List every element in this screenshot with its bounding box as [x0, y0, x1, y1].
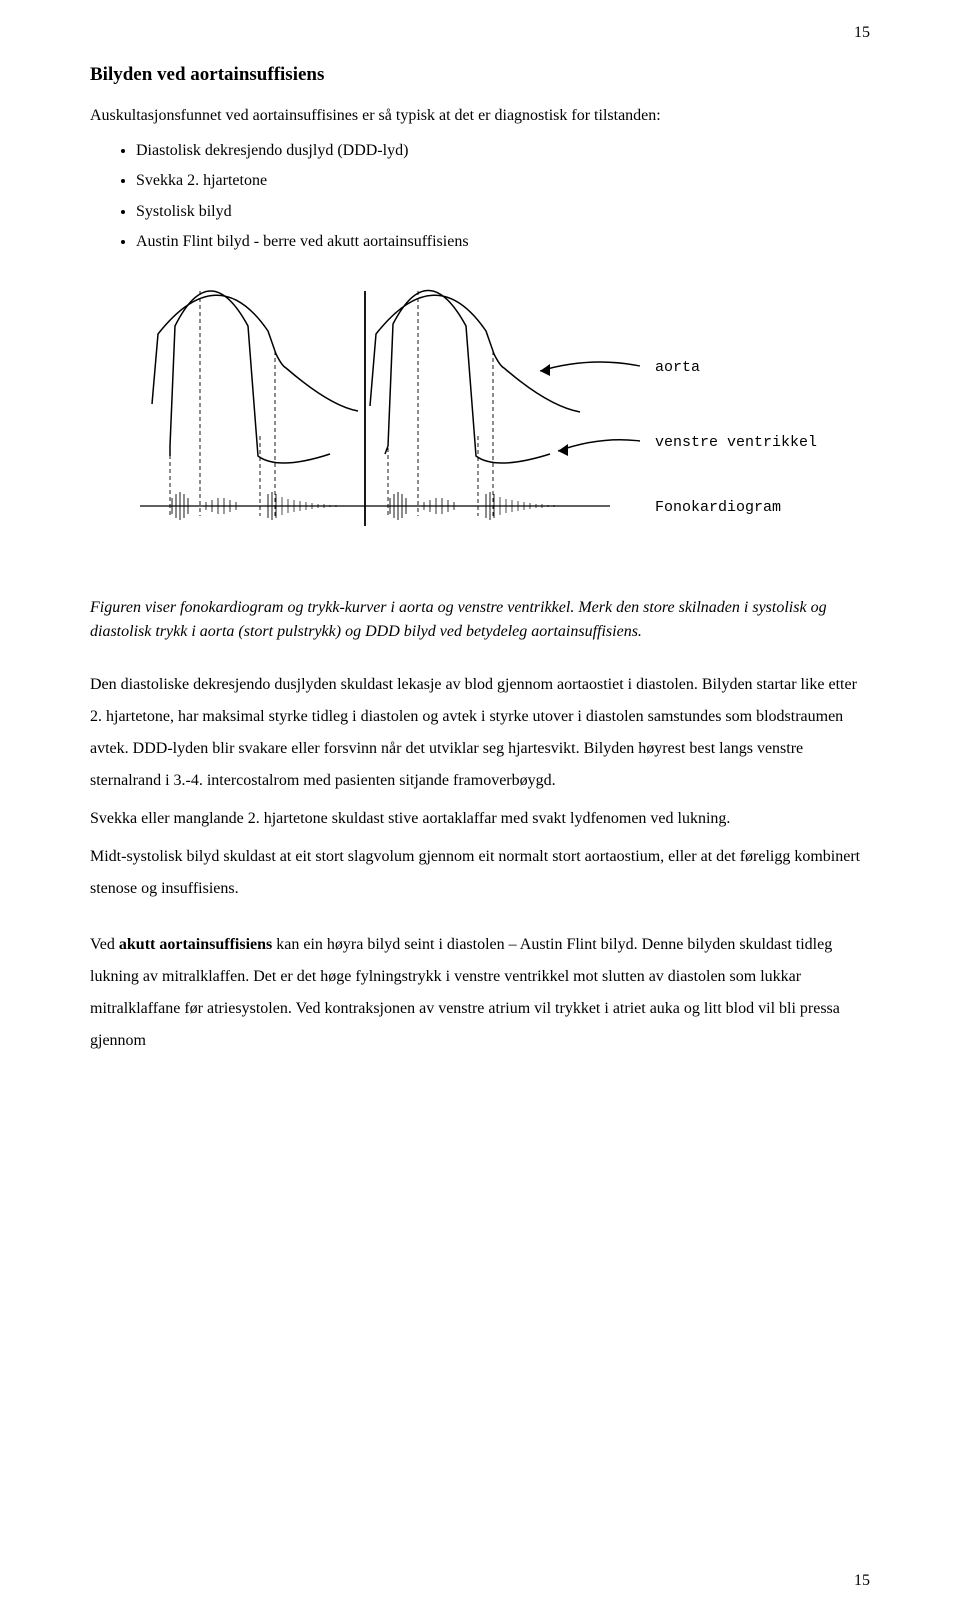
figure-caption: Figuren viser fonokardiogram og trykk-ku… — [90, 596, 870, 646]
body-paragraph-1: Den diastoliske dekresjendo dusjlyden sk… — [90, 669, 870, 797]
figure-label-fono: Fonokardiogram — [655, 499, 781, 516]
para4-bold: akutt aortainsuffisiens — [119, 936, 272, 953]
figure-svg: aorta venstre ventrikkel Fonokardiogram — [110, 276, 850, 576]
pressure-curve-figure: aorta venstre ventrikkel Fonokardiogram — [110, 276, 850, 576]
list-item: Austin Flint bilyd - berre ved akutt aor… — [136, 227, 870, 257]
document-page: 15 Bilyden ved aortainsuffisiens Auskult… — [0, 0, 960, 1620]
list-item: Systolisk bilyd — [136, 197, 870, 227]
bullet-list: Diastolisk dekresjendo dusjlyd (DDD-lyd)… — [90, 136, 870, 258]
list-item: Diastolisk dekresjendo dusjlyd (DDD-lyd) — [136, 136, 870, 166]
para4-prefix: Ved — [90, 936, 119, 953]
body-paragraph-4: Ved akutt aortainsuffisiens kan ein høyr… — [90, 929, 870, 1057]
figure-label-ventrikkel: venstre ventrikkel — [655, 434, 817, 451]
list-item: Svekka 2. hjartetone — [136, 166, 870, 196]
figure-label-aorta: aorta — [655, 359, 700, 376]
page-number-bottom: 15 — [854, 1572, 870, 1590]
body-paragraph-3: Midt-systolisk bilyd skuldast at eit sto… — [90, 841, 870, 905]
section-heading: Bilyden ved aortainsuffisiens — [90, 64, 870, 86]
page-number-top: 15 — [854, 24, 870, 42]
body-paragraph-2: Svekka eller manglande 2. hjartetone sku… — [90, 803, 870, 835]
intro-paragraph: Auskultasjonsfunnet ved aortainsuffisine… — [90, 100, 870, 132]
